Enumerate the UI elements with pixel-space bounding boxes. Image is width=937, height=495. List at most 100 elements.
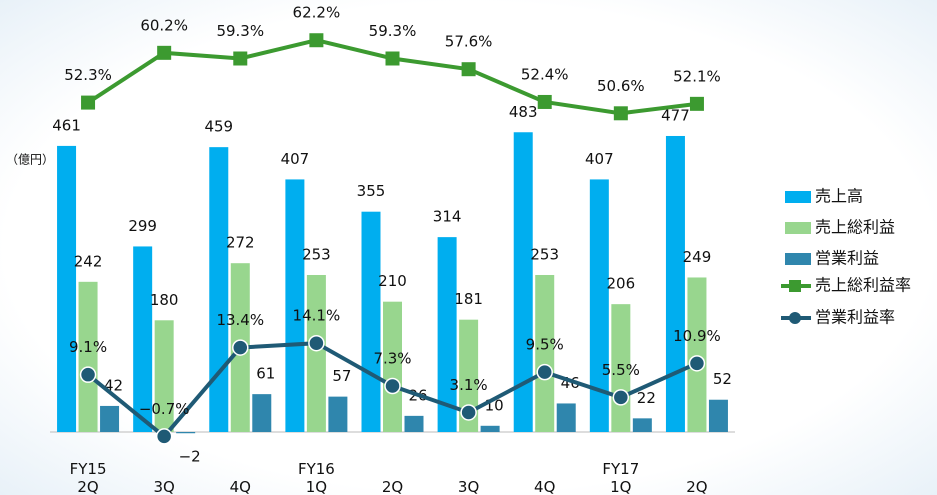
legend-label: 営業利益 — [815, 249, 879, 268]
bar — [687, 277, 707, 432]
line-value-label: 13.4% — [216, 311, 264, 329]
legend-label: 売上総利益率 — [815, 276, 911, 295]
bar-value-label: 22 — [637, 389, 656, 407]
bar-value-label: 477 — [661, 106, 690, 124]
bar — [665, 135, 685, 432]
line-value-label: 57.6% — [445, 33, 493, 51]
line-value-label: 9.1% — [69, 338, 107, 356]
bar — [176, 432, 196, 434]
bar — [383, 301, 402, 432]
bar-value-label: 253 — [530, 245, 559, 263]
bar — [632, 418, 652, 432]
legend-label: 営業利益率 — [815, 308, 895, 327]
x-tick-label: 2Q — [686, 478, 707, 495]
marker — [79, 366, 97, 383]
marker — [384, 377, 401, 395]
marker — [233, 51, 248, 66]
line-value-label: 62.2% — [293, 4, 341, 22]
x-tick-label: 3Q — [458, 478, 479, 495]
bar-value-label: 483 — [509, 103, 538, 121]
legend-label: 売上高 — [815, 187, 863, 206]
x-tick-label: FY15 2Q — [70, 460, 107, 495]
bar-value-label: 210 — [378, 272, 407, 290]
bar — [285, 179, 305, 432]
marker — [155, 428, 173, 445]
bar — [708, 399, 728, 432]
line-value-label: 3.1% — [450, 376, 488, 394]
bar-value-label: 314 — [433, 208, 462, 226]
bar — [404, 415, 424, 432]
bar — [100, 405, 120, 432]
bar — [437, 237, 457, 432]
line-value-label: 52.3% — [64, 66, 112, 84]
line-value-label: 59.3% — [216, 22, 264, 40]
x-tick-label: 4Q — [534, 478, 555, 495]
line-value-label: 7.3% — [373, 350, 411, 368]
marker — [612, 389, 630, 406]
bar — [513, 132, 533, 432]
bar — [361, 211, 381, 432]
marker — [308, 334, 325, 352]
legend-swatch — [785, 222, 811, 234]
bar — [480, 425, 500, 432]
x-tick-label: 4Q — [230, 478, 251, 495]
marker — [689, 96, 704, 111]
line-value-label: 5.5% — [602, 361, 640, 379]
bar-value-label: 253 — [302, 245, 331, 263]
x-tick-label: FY16 1Q — [298, 460, 335, 495]
marker — [385, 51, 400, 66]
marker — [232, 339, 249, 356]
bar-value-label: −2 — [179, 448, 201, 466]
bar — [556, 403, 576, 432]
unit-label: （億円） — [6, 153, 54, 167]
line-value-label: 52.1% — [673, 67, 721, 85]
legend-label: 売上総利益 — [815, 218, 895, 237]
bar-value-label: 180 — [150, 291, 179, 309]
marker — [81, 95, 96, 110]
bar — [306, 274, 326, 432]
line-value-label: 52.4% — [521, 65, 569, 83]
legend-swatch — [785, 253, 811, 265]
bar-value-label: 242 — [74, 252, 103, 270]
line-value-label: 9.5% — [526, 336, 564, 354]
bar-value-label: 61 — [256, 365, 275, 383]
bar — [78, 281, 98, 432]
line-value-label: 10.9% — [673, 327, 721, 345]
marker — [461, 62, 476, 77]
line-value-label: 50.6% — [597, 77, 645, 95]
marker — [537, 94, 552, 109]
bar-value-label: 181 — [454, 290, 483, 308]
bar — [133, 246, 153, 432]
bar — [589, 179, 609, 432]
bar — [328, 396, 348, 432]
marker — [536, 363, 553, 381]
marker — [309, 33, 324, 48]
marker — [688, 355, 706, 372]
bar — [459, 319, 479, 432]
x-tick-label: FY17 1Q — [602, 460, 639, 495]
line-value-label: 59.3% — [369, 22, 417, 40]
legend-swatch — [785, 191, 811, 203]
marker — [613, 106, 628, 121]
bar-value-label: 407 — [585, 150, 614, 168]
bar — [535, 274, 555, 432]
bar-value-label: 459 — [204, 118, 233, 136]
bar — [209, 147, 229, 432]
bar-value-label: 57 — [332, 367, 351, 385]
legend-marker — [789, 312, 801, 324]
line-value-label: 14.1% — [293, 307, 341, 325]
bar-value-label: 355 — [357, 182, 386, 200]
bar-value-label: 206 — [607, 275, 636, 293]
bar-value-label: 461 — [52, 116, 81, 134]
x-tick-label: 2Q — [382, 478, 403, 495]
bar-value-label: 299 — [128, 217, 157, 235]
legend-marker — [789, 280, 801, 292]
bar — [57, 145, 77, 433]
bar — [252, 394, 272, 432]
bar-value-label: 272 — [226, 234, 255, 252]
line-value-label: 60.2% — [140, 16, 188, 34]
bar-value-label: 249 — [683, 248, 712, 266]
x-tick-label: 3Q — [153, 478, 174, 495]
bar-value-label: 407 — [281, 150, 310, 168]
